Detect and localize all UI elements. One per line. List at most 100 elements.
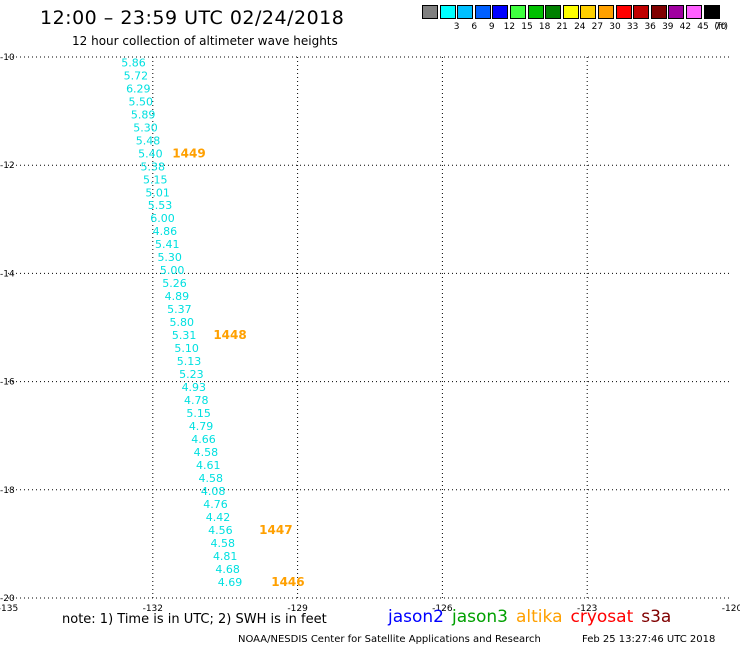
- wave-height-label: 5.15: [186, 407, 211, 420]
- legend-swatch: [580, 5, 597, 19]
- pass-time-label: 1447: [259, 523, 292, 537]
- wave-height-label: 5.31: [172, 329, 197, 342]
- wave-height-label: 4.81: [213, 550, 238, 563]
- legend-label: 39: [662, 22, 674, 32]
- wave-height-label: 5.30: [157, 251, 182, 264]
- wave-height-label: 5.26: [162, 277, 187, 290]
- wave-height-label: 6.29: [126, 82, 151, 95]
- wave-height-label: 5.48: [136, 134, 161, 147]
- y-tick-label: -14: [0, 269, 15, 279]
- legend-label: 3: [453, 22, 460, 32]
- wave-height-label: 4.56: [208, 524, 233, 537]
- legend-swatch: [562, 5, 579, 19]
- x-tick-label: -135: [0, 604, 18, 614]
- wave-height-label: 6.00: [150, 212, 175, 225]
- wave-height-label: 5.15: [143, 173, 168, 186]
- legend-label: 42: [679, 22, 692, 32]
- legend-swatch: [615, 5, 632, 19]
- x-tick-label: -120: [722, 604, 740, 614]
- legend-label: 27: [591, 22, 604, 32]
- wave-height-label: 4.58: [198, 472, 223, 485]
- map-labels: -135 -132 -129 -126 -123 -120 -10 -12 -14 -16 -18 -…: [0, 53, 740, 614]
- legend-swatch: [510, 5, 526, 19]
- map-subtitle: 12 hour collection of altimeter wave hei…: [72, 34, 338, 48]
- satellite-legend: jason2 jason3 altika cryosat s3a: [388, 607, 679, 627]
- x-tick-label: -129: [287, 604, 308, 614]
- wave-height-label: 5.89: [131, 108, 156, 121]
- legend-label: 21: [556, 22, 568, 32]
- legend-swatch: [527, 5, 544, 19]
- map-title: 12:00 – 23:59 UTC 02/24/2018: [40, 7, 345, 29]
- legend-swatch: [545, 5, 562, 19]
- pass-time-label: 1448: [213, 328, 246, 342]
- wave-height-label: 5.30: [133, 121, 158, 134]
- wave-height-label: 4.66: [191, 433, 216, 446]
- x-tick-label: -132: [143, 604, 163, 614]
- satellite-name: altika: [516, 607, 563, 627]
- footer-note: note: 1) Time is in UTC; 2) SWH is in fe…: [62, 612, 327, 627]
- pass-time-label: 1446: [271, 575, 304, 589]
- y-tick-label: -18: [0, 486, 15, 496]
- legend-label: 70: [714, 22, 727, 32]
- wave-height-label: 5.80: [170, 316, 195, 329]
- wave-height-label: 4.08: [201, 485, 226, 498]
- legend-swatch: [439, 5, 456, 19]
- legend-swatch: [474, 5, 491, 19]
- satellite-name: jason3: [452, 607, 508, 627]
- y-tick-label: -16: [0, 378, 15, 388]
- legend-unit: (ft): [714, 22, 728, 32]
- wave-height-label: 4.93: [182, 381, 207, 394]
- wave-height-label: 4.86: [153, 225, 178, 238]
- wave-height-label: 4.78: [184, 394, 209, 407]
- wave-height-label: 5.40: [138, 147, 163, 160]
- wave-height-label: 5.23: [179, 368, 204, 381]
- wave-height-label: 5.41: [155, 238, 180, 251]
- wave-height-label: 5.72: [124, 69, 149, 82]
- wave-height-label: 4.61: [196, 459, 221, 472]
- wave-height-label: 5.13: [177, 355, 202, 368]
- wave-height-label: 4.68: [215, 563, 240, 576]
- wave-height-label: 4.89: [165, 290, 190, 303]
- wave-height-label: 5.38: [141, 160, 166, 173]
- generated-timestamp: Feb 25 13:27:46 UTC 2018: [582, 634, 716, 645]
- legend-label: 18: [538, 22, 551, 32]
- satellite-name: s3a: [641, 607, 672, 627]
- y-tick-label: -12: [0, 161, 15, 171]
- satellite-name: cryosat: [570, 607, 634, 627]
- y-tick-label: -20: [0, 594, 15, 604]
- wave-height-label: 4.76: [203, 498, 228, 511]
- pass-time-label: 1449: [172, 146, 205, 160]
- wave-height-label: 5.10: [174, 342, 199, 355]
- legend-swatch: [598, 5, 614, 19]
- x-tick-label: -126: [432, 604, 453, 614]
- legend-swatch: [492, 5, 509, 19]
- legend-label: 30: [609, 22, 621, 32]
- credit-text: NOAA/NESDIS Center for Satellite Applica…: [238, 634, 541, 645]
- wave-height-label: 5.00: [160, 264, 185, 277]
- legend-swatch: [633, 5, 650, 19]
- legend-label: 6: [471, 22, 478, 32]
- legend-swatch: [703, 5, 720, 19]
- wave-height-label: 4.42: [206, 511, 231, 524]
- legend-swatch: [457, 5, 474, 19]
- legend-label: 45: [697, 22, 709, 32]
- legend-label: 33: [626, 22, 639, 32]
- wave-height-label: 5.01: [145, 186, 170, 199]
- wave-height-label: 5.37: [167, 303, 192, 316]
- wave-height-label: 4.69: [218, 576, 243, 589]
- wave-height-label: 5.53: [148, 199, 173, 212]
- legend-swatch: [650, 5, 667, 19]
- legend-label: 36: [644, 22, 656, 32]
- legend-label: 12: [503, 22, 516, 32]
- legend-swatch: [422, 5, 438, 19]
- wave-height-label: 4.58: [194, 446, 219, 459]
- map-grid: [8, 56, 732, 599]
- legend-label: 15: [521, 22, 533, 32]
- legend-label: 9: [488, 22, 495, 32]
- legend-swatch: [668, 5, 685, 19]
- wave-height-label: 5.86: [121, 56, 146, 69]
- wave-height-label: 4.79: [189, 420, 214, 433]
- wave-height-label: 4.58: [211, 537, 236, 550]
- satellite-name: jason2: [388, 607, 444, 627]
